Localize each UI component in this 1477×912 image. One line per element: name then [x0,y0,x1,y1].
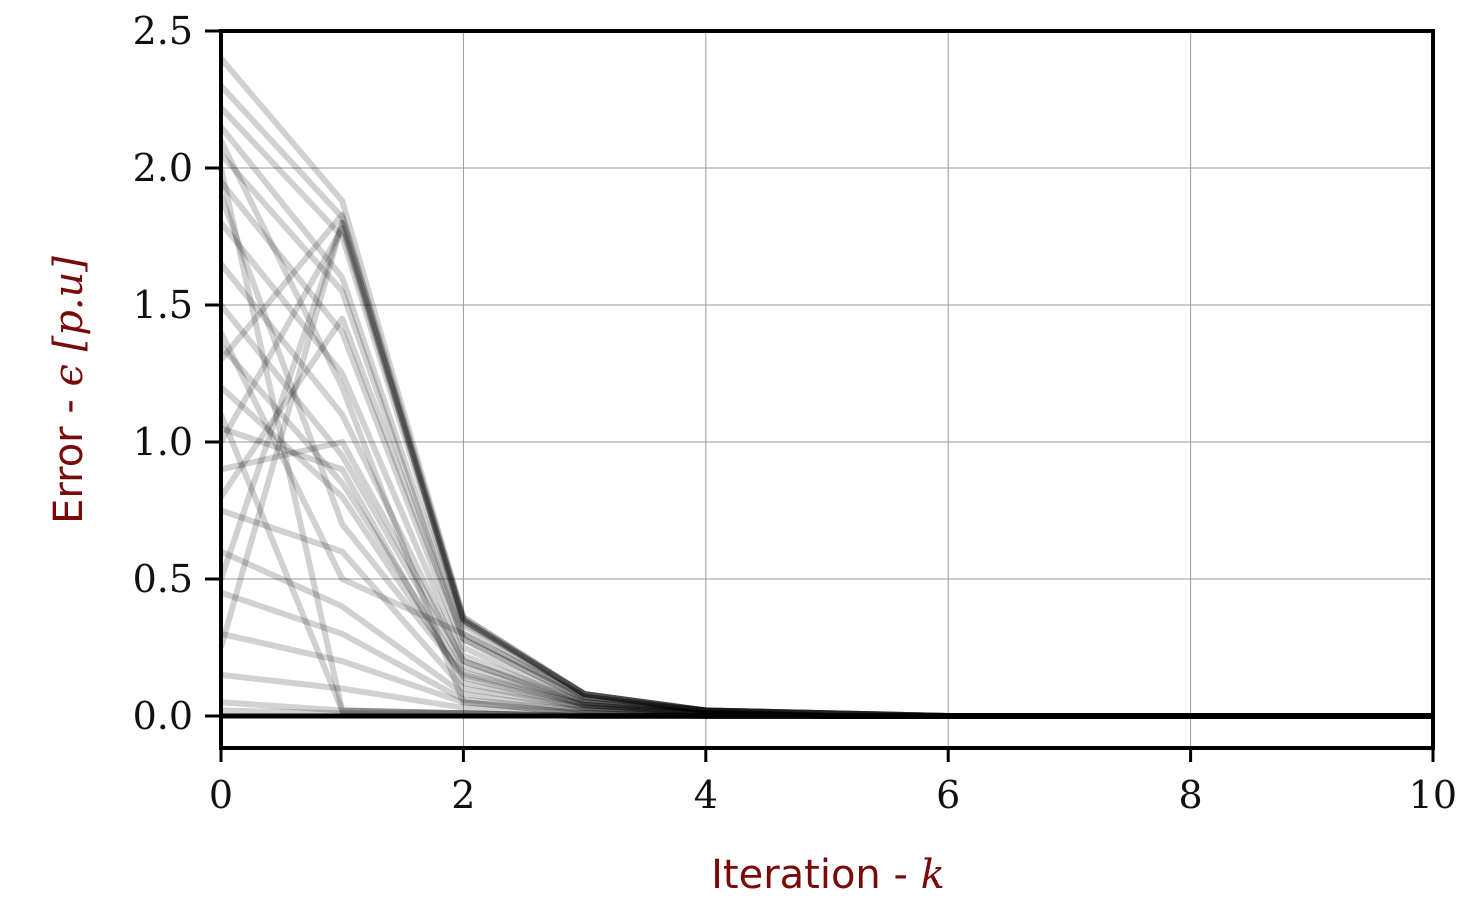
x-tick-label: 10 [1409,773,1457,817]
y-tick-label: 1.5 [133,283,193,327]
x-tick-label: 2 [451,773,475,817]
plot-frame [219,29,1435,750]
y-tick-label: 0.0 [133,694,193,738]
y-tick-label: 2.5 [133,9,193,53]
x-tick-label: 0 [209,773,233,817]
x-axis-label-symbol: k [921,852,945,898]
y-axis-label: Error - ϵ [p.u] [46,256,92,524]
x-tick-label: 8 [1179,773,1203,817]
y-tick-label: 2.0 [133,146,193,190]
y-tick-label: 0.5 [133,557,193,601]
x-axis-label: Iteration - k [711,852,945,898]
series-line-20 [218,331,1433,719]
series-lines [218,56,1433,719]
y-axis-label-prefix: Error - [46,387,92,524]
x-tick-label: 6 [936,773,960,817]
y-tick-label: 1.0 [133,420,193,464]
grid [220,30,1434,748]
y-axis-label-symbol: ϵ [p.u] [46,256,92,387]
series-line-17 [220,630,1433,719]
x-tick-label: 4 [694,773,718,817]
axis-ticks: 0 2 4 6 8 10 0.0 0.5 1.0 1.5 2.0 2.5 [133,9,1457,817]
x-axis-label-prefix: Iteration - [711,852,921,898]
axes-frame [219,29,1435,750]
